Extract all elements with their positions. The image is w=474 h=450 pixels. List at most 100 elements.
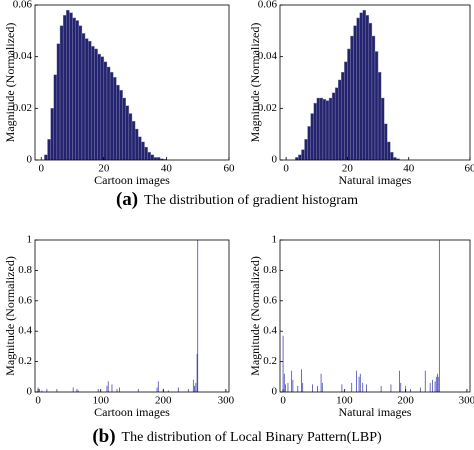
bar [387,141,391,161]
y-tick-label: 0.8 [18,264,32,276]
caption-label: (a) [116,189,138,210]
bar [53,74,58,161]
bar [56,43,61,161]
bar [144,146,148,161]
x-tick-label: 0 [283,163,289,175]
y-axis-label: Magnitude (Normalized) [248,256,262,376]
y-tick-label: 0 [27,386,33,398]
bar [134,128,139,161]
bar [72,17,76,161]
bar [47,139,51,161]
y-tick-label: 0.02 [258,102,277,114]
x-tick-label: 40 [161,163,173,175]
bar [347,48,351,161]
y-axis-label: Magnitude (Normalized) [3,256,17,376]
bar [310,113,314,161]
bar [116,84,120,161]
bar [91,46,95,161]
bar [374,51,379,161]
caption: (a) The distribution of gradient histogra… [116,189,358,210]
axes-frame [279,239,471,393]
bar [138,136,142,161]
bar [341,71,345,161]
y-tick-label: 0.2 [263,355,277,367]
x-axis-label: Natural images [339,173,412,187]
bar [316,97,321,161]
bar [331,92,336,161]
bar [307,126,311,161]
x-tick-label: 0 [35,395,41,407]
x-tick-label: 20 [98,163,110,175]
bar [344,61,348,161]
bar [84,38,89,161]
bar [66,9,70,161]
bar [78,25,83,161]
y-tick-label: 0.2 [18,355,32,367]
y-tick-label: 0.04 [13,50,33,62]
bar [59,25,64,161]
y-tick-label: 0 [272,154,278,166]
y-tick-label: 0.4 [18,325,32,337]
bar [313,102,317,161]
bar [109,71,114,161]
x-tick-label: 60 [465,163,474,175]
caption: (b) The distribution of Local Binary Patt… [92,426,382,447]
bar [334,87,339,161]
y-tick-label: 0.8 [263,264,277,276]
bar [325,100,330,161]
bar [304,139,308,161]
bar [97,53,101,161]
y-tick-label: 1 [272,234,278,246]
bar [322,99,327,161]
bar [356,17,360,161]
bar [50,108,54,161]
y-tick-label: 0.06 [258,0,278,11]
y-tick-label: 1 [27,234,33,246]
bar [383,123,388,161]
x-tick-label: 300 [218,395,235,407]
x-tick-label: 200 [397,395,414,407]
bar [62,15,67,161]
x-tick-label: 100 [92,395,109,407]
bar [122,97,126,161]
bar [75,20,80,161]
y-tick-label: 0.6 [18,294,32,306]
bar [301,149,305,161]
caption-text: The distribution of Local Binary Pattern… [122,430,382,445]
axes-frame [279,4,471,161]
y-axis-label: Magnitude (Normalized) [248,23,262,143]
bar [368,22,373,161]
y-tick-label: 0.06 [13,0,33,11]
x-tick-label: 300 [459,395,474,407]
bar [350,35,354,161]
caption-text: The distribution of gradient histogram [144,193,358,208]
bar [100,56,105,161]
x-axis-label: Natural images [339,405,412,419]
bar [94,48,98,161]
bar [353,25,357,161]
x-tick-label: 0 [39,163,45,175]
y-tick-label: 0 [272,386,278,398]
bar [150,154,155,161]
bar [141,141,145,161]
x-tick-label: 60 [224,163,236,175]
bar [362,9,367,161]
bar [106,66,111,161]
x-tick-label: 20 [342,163,354,175]
x-tick-label: 0 [280,395,286,407]
bar [103,61,108,161]
y-tick-label: 0.6 [263,294,277,306]
bar [128,113,133,161]
bar [87,40,92,161]
bar [131,121,136,161]
bar [338,79,342,161]
bar [119,90,123,161]
bar [319,97,324,161]
x-tick-label: 200 [155,395,172,407]
axes-frame [34,239,230,393]
axes-frame [34,4,230,161]
y-tick-label: 0 [27,154,33,166]
x-axis-label: Cartoon images [94,405,170,419]
y-tick-label: 0.4 [263,325,277,337]
